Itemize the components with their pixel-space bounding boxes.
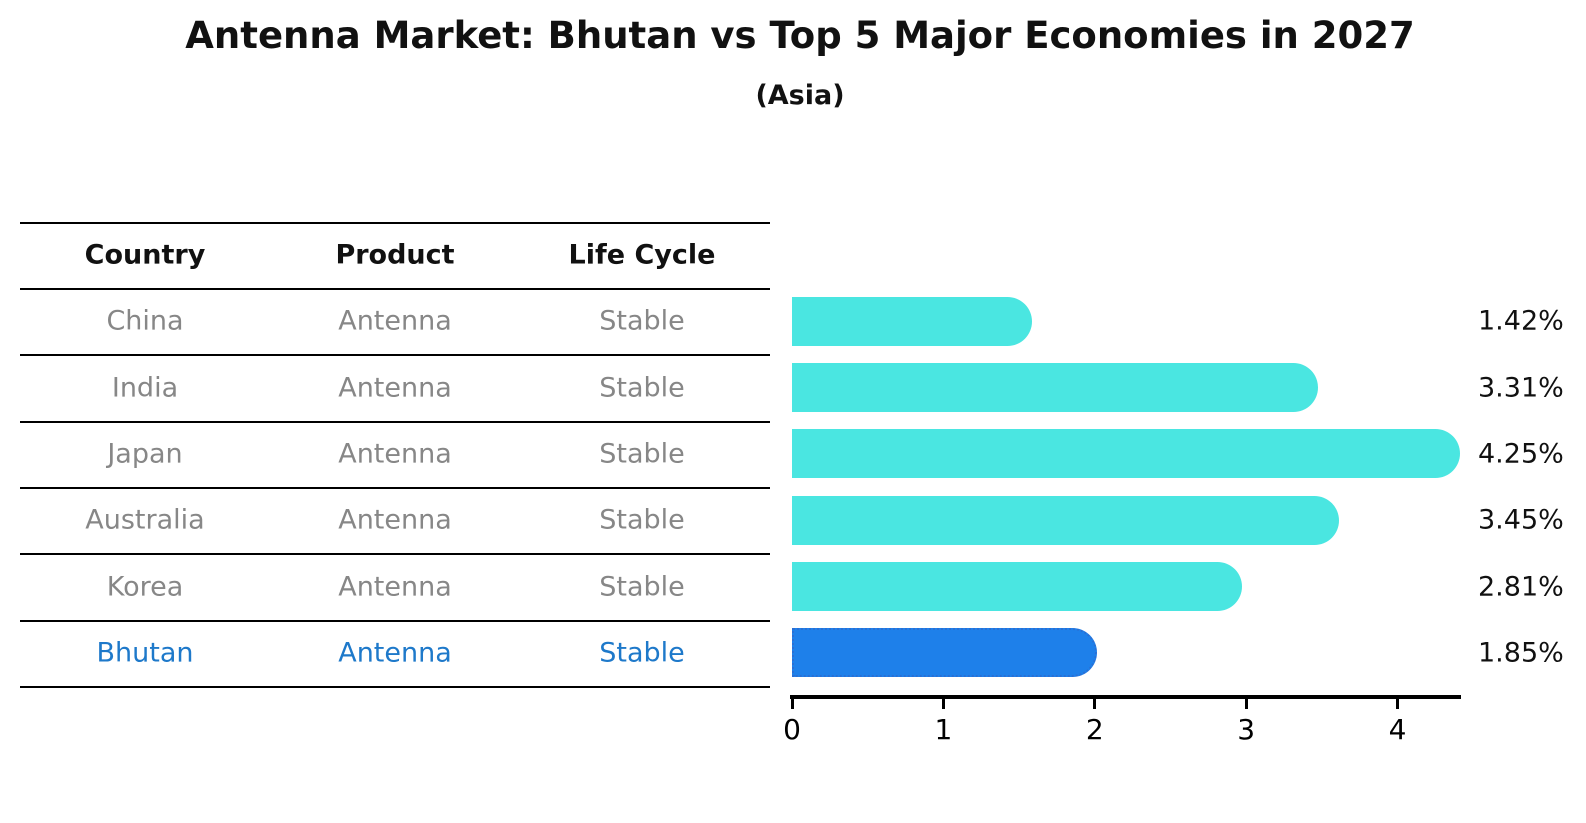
value-label-bhutan: 1.85% <box>1478 637 1564 669</box>
table-cell-country-bhutan: Bhutan <box>96 637 194 669</box>
chart-subtitle: (Asia) <box>755 80 845 111</box>
bar-australia <box>792 495 1340 545</box>
table-cell-country-india: India <box>111 372 179 403</box>
table-line <box>20 686 770 688</box>
table-cell-product-japan: Antenna <box>338 438 452 470</box>
table-cell-lifecycle-korea: Stable <box>599 571 685 602</box>
x-tick-mark-3 <box>1244 699 1248 709</box>
bar-japan <box>792 429 1461 479</box>
table-cell-product-bhutan: Antenna <box>338 637 452 669</box>
table-header-product: Product <box>335 239 455 271</box>
value-label-korea: 2.81% <box>1478 571 1564 602</box>
table-cell-country-japan: Japan <box>107 438 183 470</box>
table-line <box>20 222 770 224</box>
table-cell-product-australia: Antenna <box>338 504 452 536</box>
x-tick-label-4: 4 <box>1388 713 1407 746</box>
table-line <box>20 553 770 556</box>
bar-india <box>792 363 1319 412</box>
x-tick-label-2: 2 <box>1085 713 1104 746</box>
table-cell-country-korea: Korea <box>106 571 184 602</box>
table-line <box>20 288 770 290</box>
x-tick-mark-1 <box>941 699 945 709</box>
x-tick-mark-0 <box>790 699 794 709</box>
chart-title: Antenna Market: Bhutan vs Top 5 Major Ec… <box>185 14 1415 57</box>
table-line <box>20 354 770 357</box>
table-cell-country-china: China <box>106 305 184 337</box>
table-cell-lifecycle-australia: Stable <box>599 504 685 536</box>
value-label-australia: 3.45% <box>1478 504 1564 536</box>
value-label-japan: 4.25% <box>1478 438 1564 470</box>
table-cell-product-korea: Antenna <box>338 571 452 602</box>
table-cell-product-china: Antenna <box>338 305 452 337</box>
table-header-country: Country <box>84 239 206 271</box>
value-label-china: 1.42% <box>1478 305 1564 337</box>
table-cell-country-australia: Australia <box>85 504 205 536</box>
table-cell-lifecycle-china: Stable <box>599 305 685 337</box>
table-cell-lifecycle-japan: Stable <box>599 438 685 470</box>
x-tick-label-1: 1 <box>934 713 953 746</box>
table-cell-lifecycle-bhutan: Stable <box>599 637 685 669</box>
x-tick-label-0: 0 <box>783 713 801 746</box>
bar-bhutan <box>792 628 1098 678</box>
table-line <box>20 420 770 423</box>
x-tick-label-3: 3 <box>1237 713 1256 746</box>
x-axis-line <box>790 695 1461 699</box>
table-header-life-cycle: Life Cycle <box>568 239 716 271</box>
bar-china <box>792 296 1032 346</box>
table-cell-product-india: Antenna <box>338 372 452 403</box>
table-line <box>20 619 770 622</box>
table-cell-lifecycle-india: Stable <box>599 372 685 403</box>
value-label-india: 3.31% <box>1478 372 1564 403</box>
bar-korea <box>792 562 1243 611</box>
x-tick-mark-2 <box>1093 699 1097 709</box>
x-tick-mark-4 <box>1396 699 1400 709</box>
table-line <box>20 487 770 489</box>
